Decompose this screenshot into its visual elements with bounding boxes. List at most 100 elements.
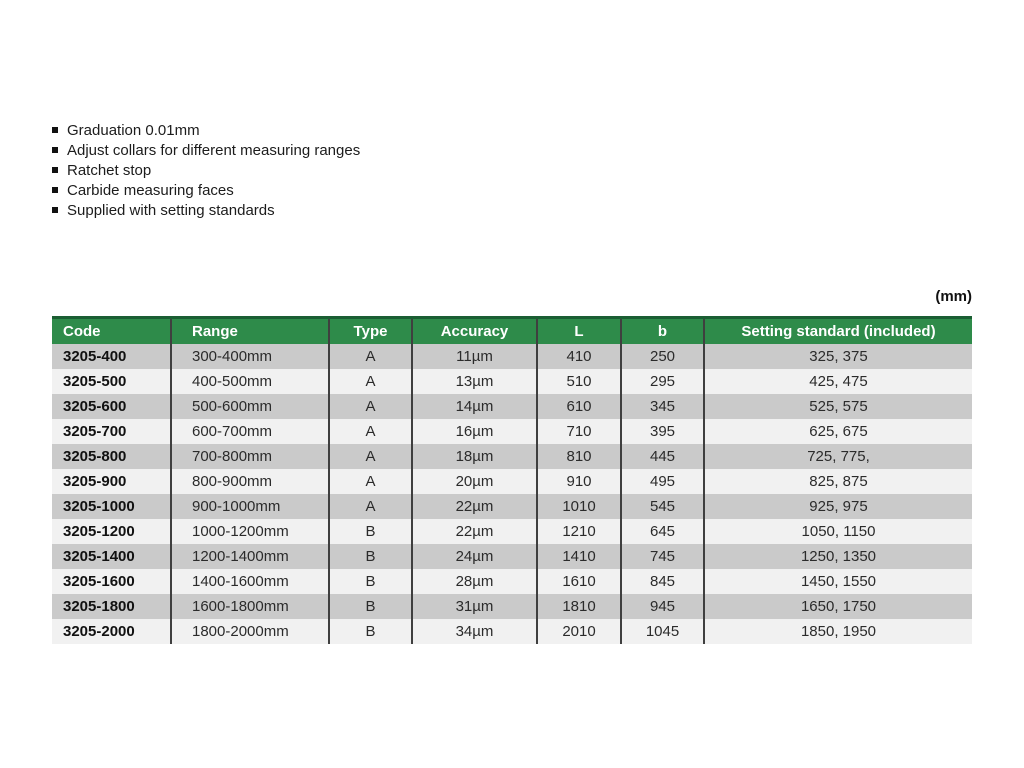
table-cell: 18µm <box>411 443 537 469</box>
table-cell: 1210 <box>536 518 621 544</box>
table-cell: 1610 <box>536 568 621 594</box>
table-cell: 3205-1800 <box>52 593 171 619</box>
table-cell: 900-1000mm <box>170 493 329 519</box>
table-row: 3205-2000 1800-2000mm B 34µm 2010 1045 1850, 1… <box>52 618 972 644</box>
table-row: 3205-1200 1000-1200mm B 22µm 1210 645 1050, 11… <box>52 518 972 544</box>
table-row: 3205-500 400-500mm A 13µm 510 295 425, 475 <box>52 368 972 394</box>
table-row: 3205-800 700-800mm A 18µm 810 445 725, 775, <box>52 443 972 469</box>
feature-text: Adjust collars for different measuring r… <box>67 141 361 159</box>
feature-item: Ratchet stop <box>52 160 360 180</box>
column-header-code: Code <box>52 316 171 344</box>
table-cell: 34µm <box>411 618 537 644</box>
table-cell: A <box>328 393 412 419</box>
column-header-range: Range <box>170 316 329 344</box>
table-cell: B <box>328 618 412 644</box>
feature-list: Graduation 0.01mm Adjust collars for dif… <box>52 120 360 220</box>
column-header-b: b <box>620 316 704 344</box>
table-cell: 1800-2000mm <box>170 618 329 644</box>
table-cell: 3205-400 <box>52 343 171 369</box>
table-cell: 725, 775, <box>703 443 972 469</box>
table-cell: 22µm <box>411 518 537 544</box>
bullet-square-icon <box>52 207 58 213</box>
table-cell: 395 <box>620 418 704 444</box>
table-cell: 825, 875 <box>703 468 972 494</box>
feature-text: Graduation 0.01mm <box>67 121 200 139</box>
table-cell: 295 <box>620 368 704 394</box>
table-cell: 425, 475 <box>703 368 972 394</box>
table-cell: 16µm <box>411 418 537 444</box>
table-row: 3205-700 600-700mm A 16µm 710 395 625, 675 <box>52 418 972 444</box>
bullet-square-icon <box>52 127 58 133</box>
table-cell: 14µm <box>411 393 537 419</box>
table-cell: 3205-1200 <box>52 518 171 544</box>
table-cell: 1000-1200mm <box>170 518 329 544</box>
table-cell: 22µm <box>411 493 537 519</box>
table-cell: 510 <box>536 368 621 394</box>
table-cell: 3205-1400 <box>52 543 171 569</box>
table-cell: 345 <box>620 393 704 419</box>
table-cell: 2010 <box>536 618 621 644</box>
table-cell: 810 <box>536 443 621 469</box>
column-header-accuracy: Accuracy <box>411 316 537 344</box>
unit-note: (mm) <box>935 288 972 305</box>
table-row: 3205-1600 1400-1600mm B 28µm 1610 845 1450, 15… <box>52 568 972 594</box>
table-cell: 1650, 1750 <box>703 593 972 619</box>
table-cell: 13µm <box>411 368 537 394</box>
feature-item: Adjust collars for different measuring r… <box>52 140 360 160</box>
column-header-l: L <box>536 316 621 344</box>
table-cell: 3205-500 <box>52 368 171 394</box>
table-cell: B <box>328 543 412 569</box>
table-cell: 710 <box>536 418 621 444</box>
table-cell: A <box>328 468 412 494</box>
feature-item: Supplied with setting standards <box>52 200 360 220</box>
table-row: 3205-600 500-600mm A 14µm 610 345 525, 575 <box>52 393 972 419</box>
table-cell: 3205-700 <box>52 418 171 444</box>
table-cell: 3205-2000 <box>52 618 171 644</box>
table-cell: 400-500mm <box>170 368 329 394</box>
table-cell: 3205-800 <box>52 443 171 469</box>
table-cell: 1400-1600mm <box>170 568 329 594</box>
table-row: 3205-1800 1600-1800mm B 31µm 1810 945 1650, 17… <box>52 593 972 619</box>
table-cell: 1600-1800mm <box>170 593 329 619</box>
table-cell: 3205-1600 <box>52 568 171 594</box>
table-cell: 1045 <box>620 618 704 644</box>
table-cell: 495 <box>620 468 704 494</box>
table-cell: A <box>328 343 412 369</box>
table-cell: B <box>328 518 412 544</box>
table-cell: 445 <box>620 443 704 469</box>
table-cell: 1810 <box>536 593 621 619</box>
table-cell: 745 <box>620 543 704 569</box>
feature-text: Supplied with setting standards <box>67 201 275 219</box>
table-row: 3205-1000 900-1000mm A 22µm 1010 545 925, 975 <box>52 493 972 519</box>
table-cell: 250 <box>620 343 704 369</box>
table-cell: 545 <box>620 493 704 519</box>
table-row: 3205-1400 1200-1400mm B 24µm 1410 745 1250, 13… <box>52 543 972 569</box>
table-cell: 3205-1000 <box>52 493 171 519</box>
table-cell: 500-600mm <box>170 393 329 419</box>
table-cell: 3205-600 <box>52 393 171 419</box>
feature-text: Carbide measuring faces <box>67 181 234 199</box>
table-cell: 925, 975 <box>703 493 972 519</box>
table-cell: 1850, 1950 <box>703 618 972 644</box>
table-cell: 845 <box>620 568 704 594</box>
table-cell: 325, 375 <box>703 343 972 369</box>
table-cell: A <box>328 443 412 469</box>
table-cell: 1410 <box>536 543 621 569</box>
table-cell: A <box>328 368 412 394</box>
table-cell: 910 <box>536 468 621 494</box>
table-cell: 700-800mm <box>170 443 329 469</box>
table-cell: 300-400mm <box>170 343 329 369</box>
table-row: 3205-900 800-900mm A 20µm 910 495 825, 875 <box>52 468 972 494</box>
feature-item: Graduation 0.01mm <box>52 120 360 140</box>
table-cell: 3205-900 <box>52 468 171 494</box>
table-cell: 625, 675 <box>703 418 972 444</box>
bullet-square-icon <box>52 187 58 193</box>
bullet-square-icon <box>52 147 58 153</box>
table-cell: 20µm <box>411 468 537 494</box>
table-cell: 1010 <box>536 493 621 519</box>
table-cell: 28µm <box>411 568 537 594</box>
table-row: 3205-400 300-400mm A 11µm 410 250 325, 375 <box>52 343 972 369</box>
table-cell: 1450, 1550 <box>703 568 972 594</box>
